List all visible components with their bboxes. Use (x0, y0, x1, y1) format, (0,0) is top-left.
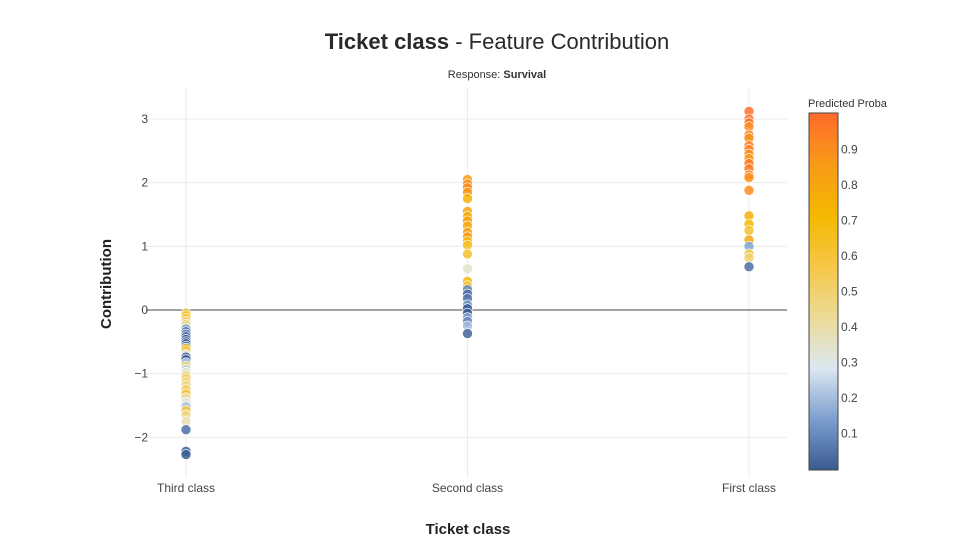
x-axis-label: Ticket class (426, 521, 511, 538)
subtitle-value: Survival (503, 69, 546, 81)
x-axis-ticks: Third class Second class First class (157, 481, 776, 495)
colorbar: Predicted Proba 0.1 0.2 0.3 0.4 0.5 0.6 0.7 0.8… (808, 98, 888, 471)
colorbar-title: Predicted Proba (808, 98, 888, 110)
y-tick-label: 2 (141, 176, 148, 190)
colorbar-tick-label: 0.4 (841, 320, 858, 334)
data-point[interactable] (743, 185, 755, 196)
colorbar-tick-label: 0.9 (841, 143, 858, 157)
data-point[interactable] (462, 248, 473, 260)
y-tick-label: −2 (134, 430, 148, 444)
data-point[interactable] (462, 239, 473, 251)
chart-title-bold: Ticket class (325, 29, 449, 54)
data-points (180, 106, 755, 460)
chart-title-rest: - Feature Contribution (449, 29, 669, 54)
colorbar-tick-label: 0.5 (841, 285, 858, 299)
data-point[interactable] (743, 172, 755, 183)
data-point[interactable] (462, 193, 473, 204)
y-axis-ticks: −2 −1 0 1 2 3 (134, 112, 148, 444)
colorbar-tick-label: 0.1 (841, 427, 858, 441)
y-tick-label: 3 (141, 112, 148, 126)
data-point[interactable] (462, 328, 473, 339)
y-tick-label: −1 (134, 367, 148, 381)
data-point[interactable] (743, 261, 755, 273)
colorbar-tick-label: 0.8 (841, 178, 858, 192)
data-point[interactable] (180, 449, 192, 460)
data-point[interactable] (180, 424, 192, 435)
x-tick-label: Third class (157, 481, 215, 495)
colorbar-tick-label: 0.6 (841, 249, 858, 263)
chart-title: Ticket class - Feature Contribution (325, 29, 669, 54)
y-axis-label: Contribution (98, 239, 115, 329)
x-tick-label: First class (722, 481, 776, 495)
data-point[interactable] (462, 263, 473, 274)
data-point[interactable] (743, 252, 755, 264)
data-point[interactable] (743, 225, 755, 236)
subtitle-label: Response: (448, 69, 504, 81)
colorbar-tick-label: 0.2 (841, 391, 858, 405)
colorbar-tick-label: 0.3 (841, 356, 858, 370)
colorbar-tick-label: 0.7 (841, 214, 858, 228)
colorbar-gradient (808, 112, 839, 471)
y-tick-label: 1 (141, 239, 148, 253)
x-tick-label: Second class (432, 481, 503, 495)
colorbar-ticks: 0.1 0.2 0.3 0.4 0.5 0.6 0.7 0.8 0.9 (841, 143, 858, 441)
chart-subtitle: Response: Survival (448, 69, 546, 81)
y-tick-label: 0 (141, 303, 148, 317)
